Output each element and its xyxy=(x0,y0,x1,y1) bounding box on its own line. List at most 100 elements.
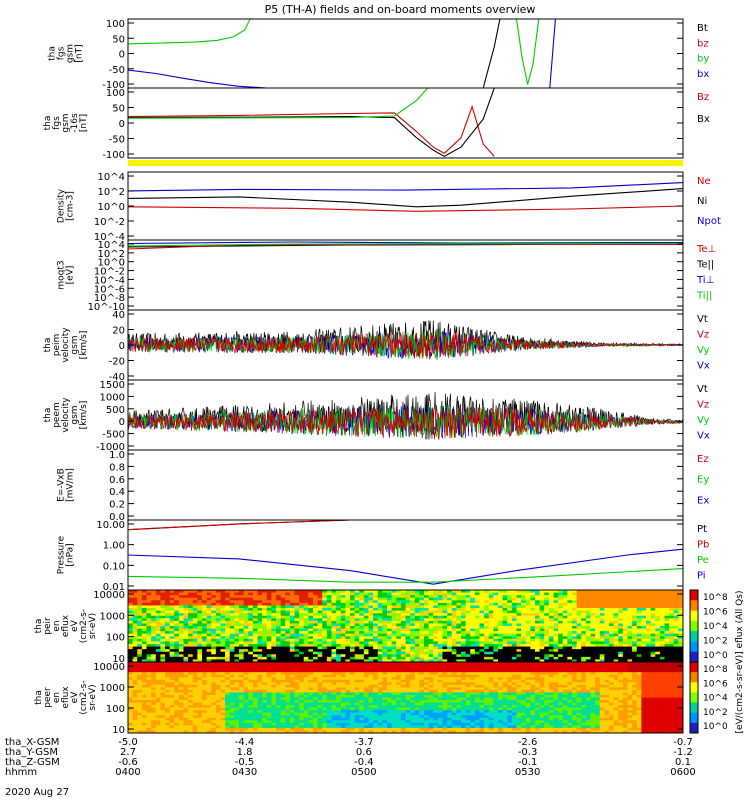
x-tick-label: 2.7 xyxy=(120,747,136,758)
y-tick-label: 1500 xyxy=(100,380,125,391)
y-tick-label: 1000 xyxy=(100,683,125,694)
panel-peer_eflux: 10000 1000 100 10 tha peer en eflux eV (cm2-s-sr-… xyxy=(34,661,684,736)
x-tick-label: 0400 xyxy=(115,767,140,778)
y-tick-label: 0 xyxy=(119,417,125,428)
legend-Ti⊥: Ti⊥ xyxy=(696,275,714,286)
y-tick-label: 1000 xyxy=(100,611,125,622)
x-tick-label: 0430 xyxy=(232,767,257,778)
x-tick-label: -0.1 xyxy=(518,757,538,768)
x-axis-row-label: tha_Y-GSM xyxy=(5,747,58,758)
quality-flag-bar xyxy=(128,160,683,166)
y-tick-label: 10^0 xyxy=(98,258,125,269)
panel-frame xyxy=(127,661,684,734)
spectrogram-peer_eflux xyxy=(128,662,683,733)
y-tick-label: 1.00 xyxy=(103,541,125,552)
legend-Vy: Vy xyxy=(697,415,710,426)
panel-frame xyxy=(127,18,684,89)
y-tick-label: 100 xyxy=(106,88,125,99)
y-tick-label: 10^-4 xyxy=(94,232,125,243)
y-axis-label: gsm xyxy=(66,44,76,63)
y-tick-label: -50 xyxy=(109,65,125,76)
y-tick-label: 0.0 xyxy=(109,512,125,523)
y-tick-label: -50 xyxy=(109,135,125,146)
y-axis-label: en xyxy=(52,620,62,631)
legend-Vy: Vy xyxy=(697,345,710,356)
legend-Ni: Ni xyxy=(697,196,707,207)
noise-peem_vel xyxy=(128,391,683,441)
series-Pi xyxy=(128,548,683,585)
colorbar-tick-label: 10^4 xyxy=(703,622,728,632)
y-axis-label: Density xyxy=(57,188,67,223)
y-tick-label: 10 xyxy=(112,725,125,736)
y-axis-label: eflux xyxy=(61,614,71,637)
legend-Te⊥: Te⊥ xyxy=(696,244,716,255)
colorbar-2: 10^8 10^6 10^4 10^2 10^0 xyxy=(689,661,728,734)
y-tick-label: 0 xyxy=(119,50,125,61)
series-Ni xyxy=(128,188,683,208)
y-tick-label: 1000 xyxy=(100,392,125,403)
y-tick-label: 10000 xyxy=(93,590,125,601)
y-tick-label: -1000 xyxy=(96,442,125,453)
legend-Vt: Vt xyxy=(697,384,708,395)
series-by xyxy=(128,19,251,45)
colorbar-tick-label: 10^0 xyxy=(703,651,728,661)
y-axis-label: en xyxy=(52,692,62,703)
y-axis-label: moqt3 xyxy=(57,260,67,289)
legend-Ne: Ne xyxy=(697,176,711,187)
legend-Ex: Ex xyxy=(697,495,709,506)
legend-Bz: Bz xyxy=(697,92,709,103)
y-tick-label: 100 xyxy=(106,704,125,715)
y-axis-label: eflux xyxy=(61,686,71,709)
colorbar-label: [eV/(cm2-s-sr-eV)] eflux (All Qs) xyxy=(735,591,745,734)
date-label: 2020 Aug 27 xyxy=(5,787,69,798)
y-tick-label: -100 xyxy=(102,80,125,91)
y-axis-label: sr-eV) xyxy=(88,684,98,710)
panel-frame xyxy=(127,239,684,311)
y-tick-label: 0.2 xyxy=(109,500,125,511)
series-Te⊥ xyxy=(128,243,683,250)
y-axis-label: -16s xyxy=(70,113,80,133)
colorbar-tick-label: 10^8 xyxy=(703,593,728,603)
y-axis-label: gsm xyxy=(70,405,80,424)
y-tick-label: 10^0 xyxy=(98,202,125,213)
series-Vz xyxy=(128,404,683,441)
series-Bt xyxy=(482,19,501,88)
x-tick-label: -0.6 xyxy=(118,757,138,768)
figure-title: P5 (TH-A) fields and on-board moments ov… xyxy=(265,3,536,16)
panel-fgs_dsl: 100 50 0 -50 -100 tha fgs gsm -16s [nT] Bz Bx xyxy=(43,87,710,161)
colorbar-tick-label: 10^2 xyxy=(703,637,728,647)
panel-density: 10^4 10^2 10^0 10^-2 10^-4 Density [cm-3] Ne Ni N… xyxy=(57,171,721,243)
y-axis-label: [nT] xyxy=(79,114,89,132)
legend-Bx: Bx xyxy=(697,114,710,125)
y-axis-label: gsm xyxy=(61,113,71,132)
x-tick-label: 0.1 xyxy=(675,757,691,768)
legend-Vx: Vx xyxy=(697,361,710,372)
series-Vx xyxy=(128,405,683,440)
y-tick-label: 10^-4 xyxy=(94,275,125,286)
legend-Npot: Npot xyxy=(697,216,721,227)
panel-pressure: 10.00 1.00 0.10 0.01 Pressure [nPa] Pt Pb Pe Pi xyxy=(57,519,709,593)
y-tick-label: 10^-2 xyxy=(94,217,125,228)
y-axis-label: [eV] xyxy=(66,266,76,285)
x-axis-row-label: tha_Z-GSM xyxy=(5,757,60,768)
y-tick-label: 10^4 xyxy=(98,240,125,251)
x-axis-row-label: hhmm xyxy=(5,767,37,778)
y-tick-label: 0 xyxy=(119,341,125,352)
y-tick-label: 0.10 xyxy=(103,561,125,572)
y-axis-label: velocity xyxy=(61,397,71,433)
y-axis-label: fgs xyxy=(57,46,67,60)
noise-peim_vel xyxy=(128,320,683,360)
y-tick-label: -20 xyxy=(109,357,125,368)
legend-Ez: Ez xyxy=(697,454,709,465)
y-tick-label: -100 xyxy=(102,150,125,161)
y-tick-label: 10000 xyxy=(93,662,125,673)
panel-peir_eflux: 10000 1000 100 10 tha peir en eflux eV (cm2-s-sr-… xyxy=(34,589,684,665)
y-tick-label: 10^2 xyxy=(98,187,125,198)
y-axis-label: peem xyxy=(52,402,62,428)
y-tick-label: 0 xyxy=(119,119,125,130)
panel-efield: 1.00.8 0.60.4 0.20.0 E=-VxB [mV/m] Ez Ey Ex xyxy=(57,449,709,523)
x-tick-label: 1.8 xyxy=(237,747,253,758)
series-Pe xyxy=(128,568,683,583)
